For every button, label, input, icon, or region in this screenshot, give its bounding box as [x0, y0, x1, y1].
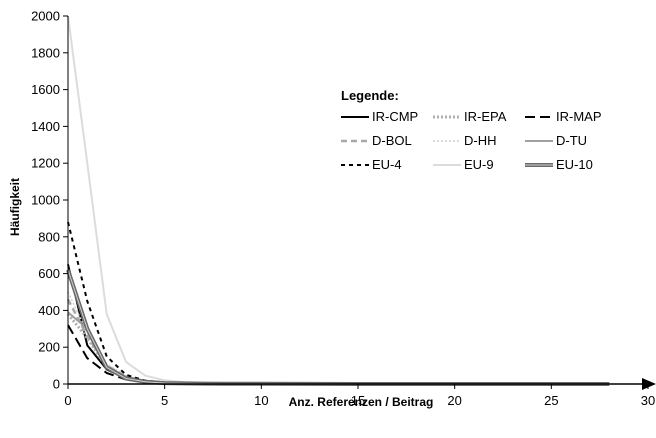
plot-lines	[66, 15, 610, 386]
legend-label-d-tu: D-TU	[556, 133, 587, 148]
series-line-d-hh	[67, 291, 610, 385]
legend-title: Legende:	[341, 88, 399, 103]
tick-labels: 0 200 400 600 800 1000 1200 1400 1600 1800 2000 0 5 1…	[31, 9, 655, 409]
axes	[63, 15, 656, 390]
x-tick-label: 30	[641, 393, 655, 408]
x-axis-title: Anz. Referenzen / Beitrag	[289, 395, 434, 409]
x-axis-arrow	[642, 378, 656, 390]
y-tick-label: 2000	[31, 9, 60, 24]
y-tick-label: 400	[38, 303, 60, 318]
y-tick-label: 600	[38, 266, 60, 281]
y-tick-label: 1800	[31, 45, 60, 60]
legend-label-d-bol: D-BOL	[372, 133, 412, 148]
legend-label-eu-9: EU-9	[464, 157, 494, 172]
legend-label-d-hh: D-HH	[464, 133, 497, 148]
series-line-d-tu	[67, 311, 610, 385]
series-line-d-bol	[66, 298, 610, 386]
y-tick-label: 200	[38, 340, 60, 355]
series-line-eu-10-inner	[67, 269, 610, 385]
legend-label-eu-4: EU-4	[372, 157, 402, 172]
series-line-eu-9	[67, 15, 610, 385]
y-tick-label: 0	[53, 377, 60, 392]
y-tick-label: 1600	[31, 82, 60, 97]
x-tick-label: 25	[544, 393, 558, 408]
y-tick-label: 1000	[31, 193, 60, 208]
y-tick-label: 800	[38, 229, 60, 244]
y-axis-title: Häufigkeit	[8, 178, 22, 236]
series-line-ir-epa	[66, 313, 610, 386]
x-tick-label: 0	[64, 393, 71, 408]
x-tick-label: 20	[447, 393, 461, 408]
y-tick-label: 1400	[31, 119, 60, 134]
y-tick-label: 1200	[31, 156, 60, 171]
legend-label-ir-epa: IR-EPA	[464, 109, 507, 124]
x-tick-label: 10	[254, 393, 268, 408]
legend-label-eu-10: EU-10	[556, 157, 593, 172]
series-line-eu-10	[66, 269, 610, 386]
x-tick-label: 5	[161, 393, 168, 408]
legend-label-ir-cmp: IR-CMP	[372, 109, 418, 124]
legend: Legende: IR-CMP IR-EPA IR-MAP D-BOL D-HH D-TU…	[341, 88, 602, 172]
series-line-eu-4	[67, 221, 610, 385]
legend-label-ir-map: IR-MAP	[556, 109, 602, 124]
x-tick-label: 15	[351, 393, 365, 408]
series-line-ir-map	[67, 324, 610, 385]
series-line-ir-cmp	[67, 264, 610, 385]
